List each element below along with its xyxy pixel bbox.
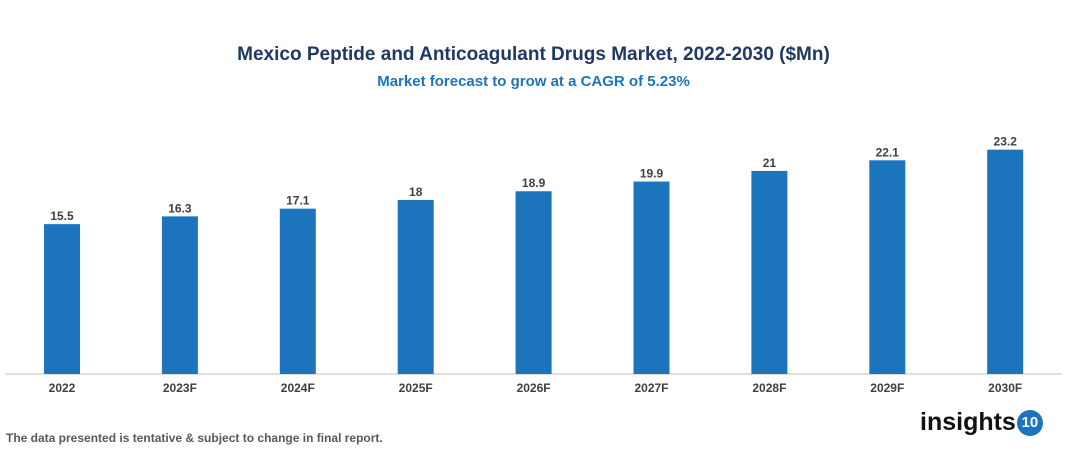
- logo-text: insights: [920, 408, 1016, 436]
- bar-2029F: [869, 160, 906, 374]
- x-tick-label: 2029F: [870, 381, 904, 395]
- bar-2026F: [515, 191, 552, 374]
- data-label: 18.9: [522, 176, 546, 190]
- chart-subtitle: Market forecast to grow at a CAGR of 5.2…: [377, 73, 690, 90]
- bar-2024F: [279, 208, 316, 374]
- x-tick-label: 2023F: [163, 381, 197, 395]
- x-tick-label: 2030F: [988, 381, 1022, 395]
- x-tick-label: 2022: [49, 381, 76, 395]
- bar-2030F: [987, 149, 1024, 374]
- x-tick-label: 2027F: [634, 381, 668, 395]
- logo-badge: 10: [1016, 409, 1043, 436]
- footnote: The data presented is tentative & subjec…: [6, 431, 383, 445]
- x-tick-label: 2028F: [752, 381, 786, 395]
- bar-2027F: [633, 181, 670, 374]
- data-label: 21: [763, 156, 777, 170]
- insights10-logo: insights 10: [920, 408, 1043, 437]
- x-tick-label: 2024F: [281, 381, 315, 395]
- x-tick-label: 2025F: [399, 381, 433, 395]
- data-label: 23.2: [994, 135, 1018, 149]
- x-tick-label: 2026F: [517, 381, 551, 395]
- data-label: 19.9: [640, 167, 664, 181]
- data-label: 22.1: [876, 145, 900, 159]
- bar-2022: [44, 224, 80, 374]
- bar-2025F: [397, 199, 434, 374]
- data-label: 15.5: [50, 209, 74, 223]
- bar-2023F: [161, 216, 198, 374]
- chart-title: Mexico Peptide and Anticoagulant Drugs M…: [237, 44, 830, 65]
- data-label: 18: [409, 185, 423, 199]
- data-label: 16.3: [168, 201, 192, 215]
- data-label: 17.1: [286, 194, 310, 208]
- bar-2028F: [751, 170, 788, 374]
